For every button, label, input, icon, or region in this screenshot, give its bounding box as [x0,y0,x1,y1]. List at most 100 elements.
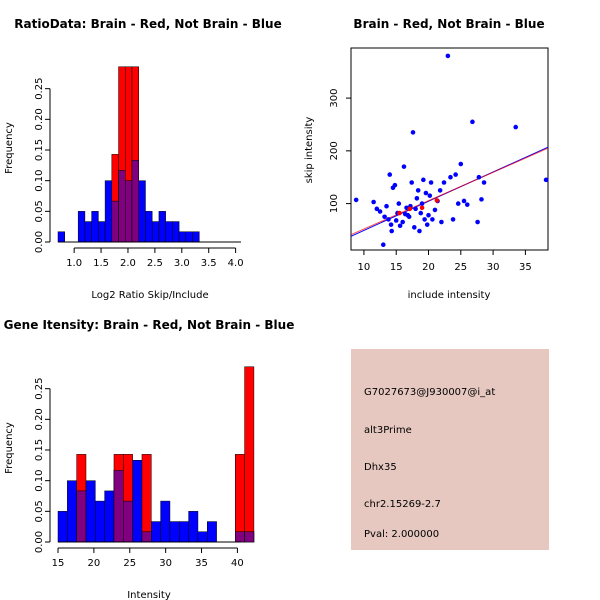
ratio-bar-not-brain [185,231,193,243]
scatter-point-not-brain [371,199,376,205]
ratio-bar-not-brain [84,221,92,243]
scatter-y-tick-label: 200 [329,141,340,160]
scatter-point-not-brain [441,180,447,185]
ratio-bar-not-brain [178,231,187,243]
ratio-bar-not-brain [91,211,99,243]
ratio-y-axis-label: Frequency [4,122,15,174]
gene-y-tick-label: 0.20 [34,408,45,430]
gene-bar-not-brain [179,521,189,543]
gene-bar-brain [235,454,245,543]
gene-bar-not-brain [197,531,208,543]
scatter-point-not-brain [475,219,480,225]
scatter-point-not-brain [422,217,427,222]
ratio-x-tick-label: 3.0 [174,258,190,269]
scatter-point-not-brain [377,209,383,214]
info-panel: G7027673@J930007@i_at alt3Prime Dhx35 ch… [351,349,549,550]
gene-x-tick-label: 30 [159,558,172,569]
scatter-y-axis-label: skip intensity [304,117,315,184]
scatter-point-not-brain [401,164,407,169]
scatter-x-tick-label: 35 [519,262,532,273]
gene-bar-not-brain [57,511,68,543]
scatter-point-brain [419,205,425,211]
scatter-point-not-brain [445,53,451,59]
scatter-point-not-brain [415,188,421,193]
gene-bar-brain [244,366,255,543]
gene-x-tick-label: 35 [195,558,208,569]
gene-bar-not-brain [85,480,96,543]
ratio-bar-not-brain [57,231,65,243]
ratio-chart-title: RatioData: Brain - Red, Not Brain - Blue [14,17,281,31]
scatter-point-not-brain [382,214,387,220]
ratio-histogram-panel: RatioData: Brain - Red, Not Brain - Blue… [4,17,282,301]
scatter-point-not-brain [400,219,405,225]
scatter-x-axis-label: include intensity [408,290,491,301]
scatter-point-not-brain [409,180,415,185]
gene-x-tick-label: 20 [88,558,101,569]
ratio-bar-not-brain [138,180,146,243]
ratio-x-tick-label: 4.0 [228,258,244,269]
ratio-y-tick-label: 0.20 [34,108,45,130]
scatter-fit-lines [350,146,549,237]
gene-y-tick-label: 0.25 [34,378,45,400]
scatter-point-not-brain [543,177,549,183]
gene-x-tick-label: 15 [52,558,65,569]
ratio-bar-not-brain [145,211,153,243]
gene-x-tick-label: 25 [123,558,136,569]
probe-id-text: G7027673@J930007@i_at [364,387,495,398]
scatter-point-not-brain [410,130,416,135]
gene-y-tick-label: 0.05 [34,500,45,522]
scatter-point-not-brain [464,202,470,207]
ratio-bar-not-brain [151,221,160,243]
scatter-point-not-brain [458,161,464,167]
gene-bar-not-brain [207,521,217,543]
scatter-point-not-brain [426,212,431,218]
scatter-point-not-brain [450,217,456,222]
scatter-point-not-brain [428,180,434,185]
gene-bar-overlap [123,500,133,543]
scatter-panel: Brain - Red, Not Brain - Blue include in… [304,17,549,301]
scatter-point-not-brain [437,188,443,193]
pval-text: Pval: 2.000000 [364,529,439,540]
gene-bar-brain [141,454,152,543]
event-type-text: alt3Prime [364,425,412,436]
scatter-point-not-brain [430,217,435,222]
gene-x-axis-label: Intensity [127,590,171,600]
gene-y-tick-label: 0.00 [34,531,45,553]
scatter-points [353,53,549,248]
gene-bar-overlap [235,531,245,543]
scatter-fit-line-brain [350,147,549,236]
scatter-point-not-brain [432,207,438,213]
scatter-point-not-brain [423,190,429,196]
scatter-y-tick-label: 300 [329,89,340,108]
gene-bar-overlap [141,531,152,543]
scatter-point-not-brain [397,223,403,229]
location-text: chr2.15269-2.7 [364,499,441,510]
gene-y-axis-label: Frequency [4,422,15,474]
gene-y-tick-label: 0.15 [34,439,45,461]
ratio-y-tick-label: 0.00 [34,231,45,253]
gene-x-tick-label: 40 [231,558,244,569]
scatter-point-not-brain [419,201,425,206]
ratio-bar-not-brain [192,231,200,243]
ratio-bar-overlap [125,180,133,243]
gene-bar-not-brain [67,480,77,543]
scatter-point-not-brain [396,201,402,206]
gene-chart-title: Gene Itensity: Brain - Red, Not Brain - … [4,318,295,332]
ratio-x-tick-label: 1.5 [93,258,109,269]
ratio-x-axis-label: Log2 Ratio Skip/Include [91,290,208,301]
scatter-point-not-brain [418,210,424,216]
scatter-chart-title: Brain - Red, Not Brain - Blue [353,17,544,31]
scatter-point-not-brain [374,206,380,212]
ratio-x-tick-label: 2.0 [120,258,136,269]
scatter-point-not-brain [417,228,422,234]
scatter-point-not-brain [413,206,418,212]
scatter-point-not-brain [389,228,394,234]
scatter-point-not-brain [476,174,482,180]
ratio-bar-not-brain [98,221,106,243]
scatter-x-tick-label: 10 [358,262,371,273]
gene-bar-not-brain [169,521,180,543]
scatter-x-tick-label: 15 [390,262,403,273]
ratio-x-tick-label: 3.5 [201,258,217,269]
scatter-plot-box [350,47,549,251]
ratio-bars [57,66,200,243]
